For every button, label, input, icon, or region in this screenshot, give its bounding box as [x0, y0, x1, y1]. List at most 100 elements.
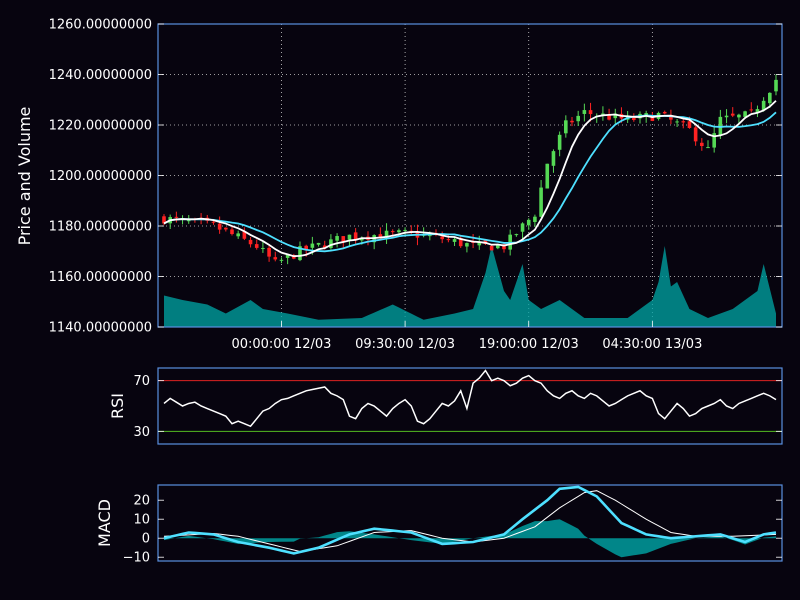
candle-body: [285, 254, 290, 258]
candle-body: [749, 109, 754, 111]
candle-body: [576, 115, 580, 122]
macd-panel: −10 0 10 20 MACD: [95, 484, 783, 566]
candle-body: [632, 117, 636, 120]
candle-body: [310, 243, 315, 248]
price-tick-label: 1140.00000000: [49, 321, 152, 336]
price-y-ticks: 1140.00000000 1160.00000000 1180.00000000 1…: [49, 18, 782, 336]
candle-body: [378, 234, 383, 239]
macd-panel-frame: [157, 484, 783, 562]
price-tick-label: 1260.00000000: [49, 18, 152, 33]
candle-body: [687, 121, 692, 129]
candle-body: [557, 134, 562, 150]
candle-body: [174, 216, 179, 218]
candle-body: [224, 227, 228, 230]
candle-body: [533, 216, 537, 222]
candle-body: [230, 229, 234, 235]
candle-body: [737, 114, 741, 118]
price-volume-panel: 1140.00000000 1160.00000000 1180.00000000 1…: [15, 18, 783, 352]
candle-body: [743, 111, 747, 117]
candle-body: [360, 237, 364, 241]
candle-body: [390, 231, 395, 233]
candle-body: [551, 151, 556, 166]
macd-histogram-area: [164, 519, 776, 558]
time-tick-label: 19:00:00 12/03: [479, 337, 579, 352]
candle-body: [761, 100, 766, 111]
price-tick-label: 1180.00000000: [49, 220, 152, 235]
candle-body: [384, 230, 389, 237]
candle-body: [489, 245, 494, 251]
candle-body: [755, 109, 760, 113]
candle-body: [601, 113, 605, 115]
candle-body: [768, 92, 772, 104]
candle-body: [298, 246, 302, 261]
candle-body: [353, 232, 358, 239]
candle-body: [322, 245, 327, 248]
rsi-y-ticks: 30 70: [133, 374, 782, 440]
candle-body: [774, 79, 778, 92]
macd-tick-label: 20: [133, 494, 150, 509]
price-tick-label: 1240.00000000: [49, 68, 152, 83]
price-tick-label: 1220.00000000: [49, 119, 152, 134]
candle-body: [397, 230, 401, 233]
candle-body: [588, 110, 593, 115]
candle-body: [254, 244, 259, 248]
candle-body: [242, 231, 247, 239]
candle-body: [236, 233, 240, 237]
volume-area: [164, 246, 776, 327]
macd-y-ticks: −10 0 10 20: [123, 494, 782, 566]
price-y-axis-label: Price and Volume: [15, 107, 34, 246]
macd-histogram-layer: [164, 519, 776, 558]
price-tick-label: 1160.00000000: [49, 270, 152, 285]
candle-body: [458, 237, 463, 247]
macd-series-layer: [163, 485, 777, 555]
macd-tick-label: 0: [142, 532, 150, 547]
candle-body: [162, 216, 166, 224]
rsi-reference-lines: [158, 380, 782, 432]
candle-body: [440, 236, 444, 240]
candle-body: [477, 241, 482, 246]
time-tick-label: 04:30:00 13/03: [602, 337, 702, 352]
candle-body: [724, 115, 729, 118]
candle-body: [329, 239, 333, 249]
candle-body: [341, 236, 346, 242]
candle-body: [730, 113, 735, 116]
candlestick-layer: [162, 74, 778, 265]
candle-body: [700, 142, 704, 147]
price-tick-label: 1200.00000000: [49, 169, 152, 184]
rsi-tick-label: 30: [133, 425, 150, 440]
candle-body: [186, 220, 191, 222]
price-grid: [158, 24, 782, 327]
price-x-ticks: 00:00:00 12/03 09:30:00 12/03 19:00:00 12/…: [231, 321, 702, 352]
candle-body: [539, 187, 543, 217]
candle-body: [693, 127, 698, 142]
candle-body: [712, 133, 716, 148]
candle-body: [428, 235, 432, 237]
candle-body: [335, 236, 339, 241]
candle-body: [496, 245, 500, 249]
candle-body: [267, 247, 271, 257]
candle-body: [662, 111, 667, 114]
candle-body: [316, 242, 321, 245]
candle-body: [545, 163, 550, 189]
candle-body: [403, 229, 407, 231]
candle-body: [261, 247, 265, 249]
candle-body: [718, 116, 723, 136]
macd-line: [163, 485, 777, 555]
candle-body: [669, 115, 673, 120]
time-tick-label: 00:00:00 12/03: [231, 337, 331, 352]
candle-body: [446, 239, 451, 241]
candle-body: [248, 239, 253, 245]
candle-body: [279, 259, 284, 261]
candle-body: [526, 219, 531, 226]
candle-body: [613, 113, 618, 119]
candle-body: [304, 245, 308, 250]
candle-body: [607, 114, 611, 120]
rsi-panel: 30 70 RSI: [108, 367, 783, 445]
rsi-panel-frame: [157, 367, 783, 445]
fast-moving-average-line: [163, 100, 777, 258]
moving-average-layer: [163, 100, 777, 258]
candle-body: [465, 243, 469, 247]
time-tick-label: 09:30:00 12/03: [355, 337, 455, 352]
rsi-tick-label: 70: [133, 374, 150, 389]
